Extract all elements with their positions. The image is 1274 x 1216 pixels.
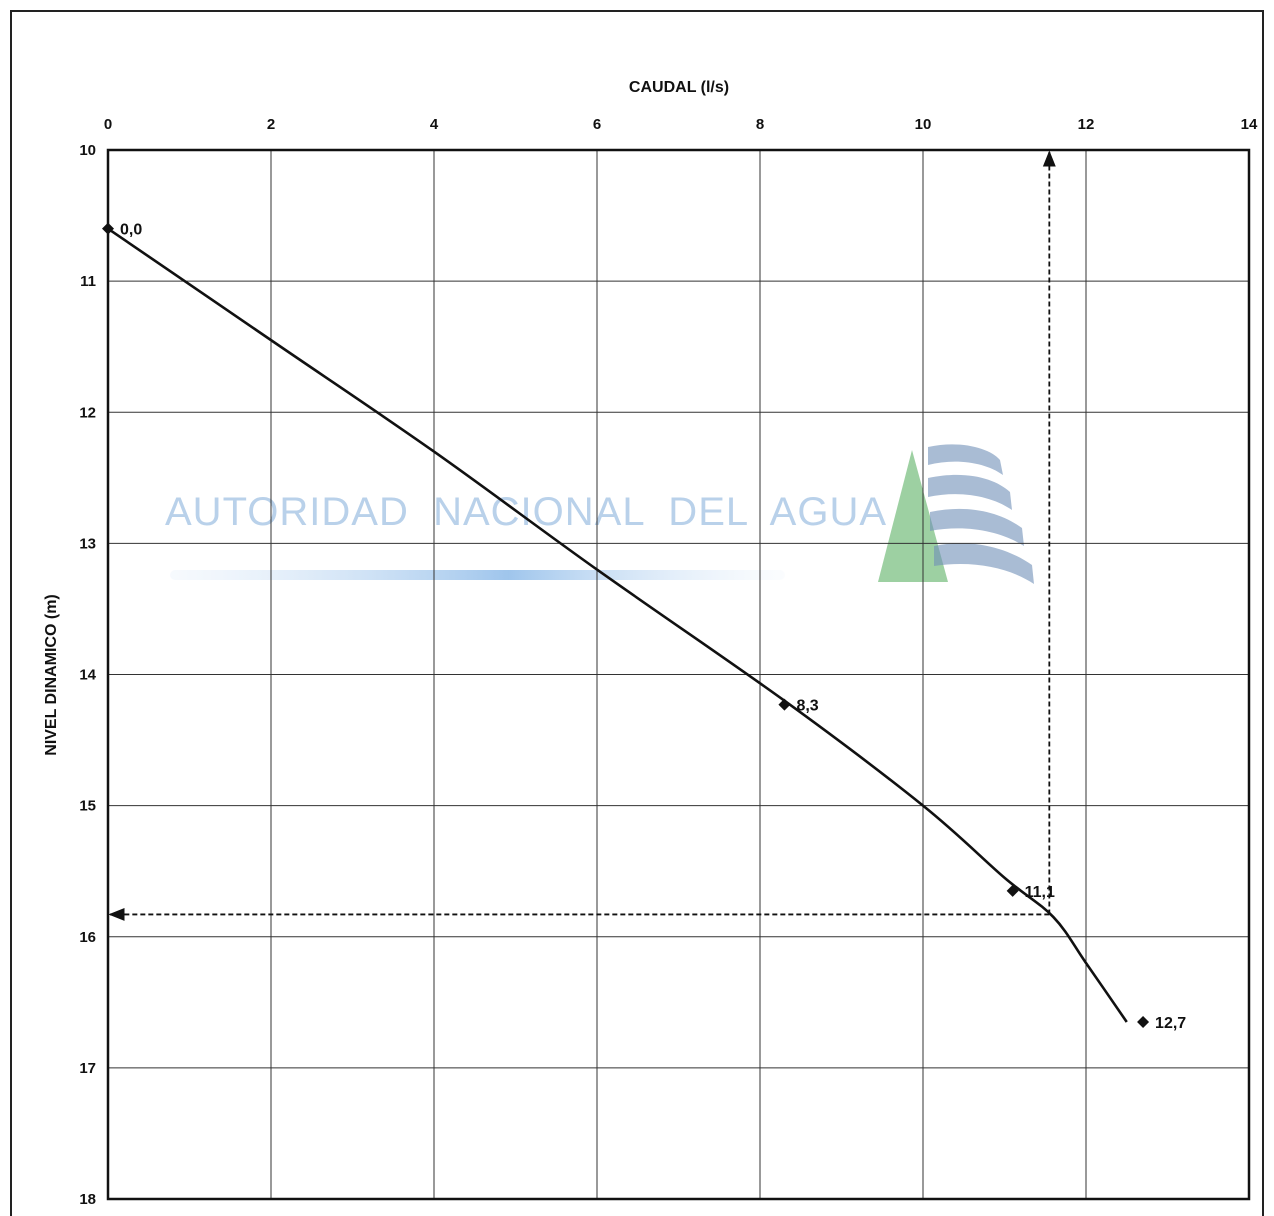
x-tick-label: 2 <box>267 116 275 133</box>
data-point-marker <box>1006 884 1019 897</box>
data-points: 0,0 8,3 11,1 12,7 <box>102 222 1186 1032</box>
watermark: AUTORIDAD NACIONAL DEL AGUA <box>165 444 1034 584</box>
x-tick-label: 12 <box>1078 116 1095 133</box>
x-tick-label: 8 <box>756 116 764 133</box>
data-point-marker <box>102 222 114 235</box>
data-point-label: 12,7 <box>1155 1015 1186 1032</box>
y-tick-label: 16 <box>79 929 96 946</box>
grid <box>108 150 1249 1199</box>
watermark-logo <box>878 444 1034 584</box>
watermark-text: AUTORIDAD NACIONAL DEL AGUA <box>165 490 887 534</box>
y-tick-label: 18 <box>79 1191 96 1208</box>
data-point-label: 8,3 <box>796 698 818 715</box>
data-point-marker <box>1137 1015 1150 1028</box>
series-line <box>107 227 1128 1023</box>
y-tick-label: 11 <box>80 273 96 290</box>
chart-frame <box>10 10 1264 1216</box>
y-tick-label: 13 <box>79 535 96 552</box>
data-point-label: 11,1 <box>1025 884 1055 901</box>
series-curve <box>107 227 1128 1023</box>
x-tick-label: 6 <box>593 116 601 133</box>
data-point-marker <box>778 698 791 711</box>
x-axis-title: CAUDAL (l/s) <box>629 79 729 96</box>
y-tick-label: 17 <box>79 1060 96 1077</box>
y-tick-label: 10 <box>79 142 96 159</box>
axes: 0 2 4 6 8 10 12 14 10 11 12 13 14 15 16 17 18 <box>79 116 1258 1208</box>
x-tick-label: 10 <box>915 116 932 133</box>
x-tick-label: 14 <box>1241 116 1258 133</box>
guide-lines <box>108 150 1056 921</box>
y-tick-label: 12 <box>79 404 96 421</box>
watermark-bar <box>170 570 785 580</box>
x-tick-label: 4 <box>430 116 439 133</box>
y-tick-label: 15 <box>79 798 96 815</box>
x-tick-label: 0 <box>104 116 112 133</box>
y-axis-title: NIVEL DINAMICO (m) <box>43 594 60 755</box>
y-tick-label: 14 <box>79 667 96 684</box>
plot-border <box>106 148 1251 1201</box>
data-point-label: 0,0 <box>120 222 142 239</box>
